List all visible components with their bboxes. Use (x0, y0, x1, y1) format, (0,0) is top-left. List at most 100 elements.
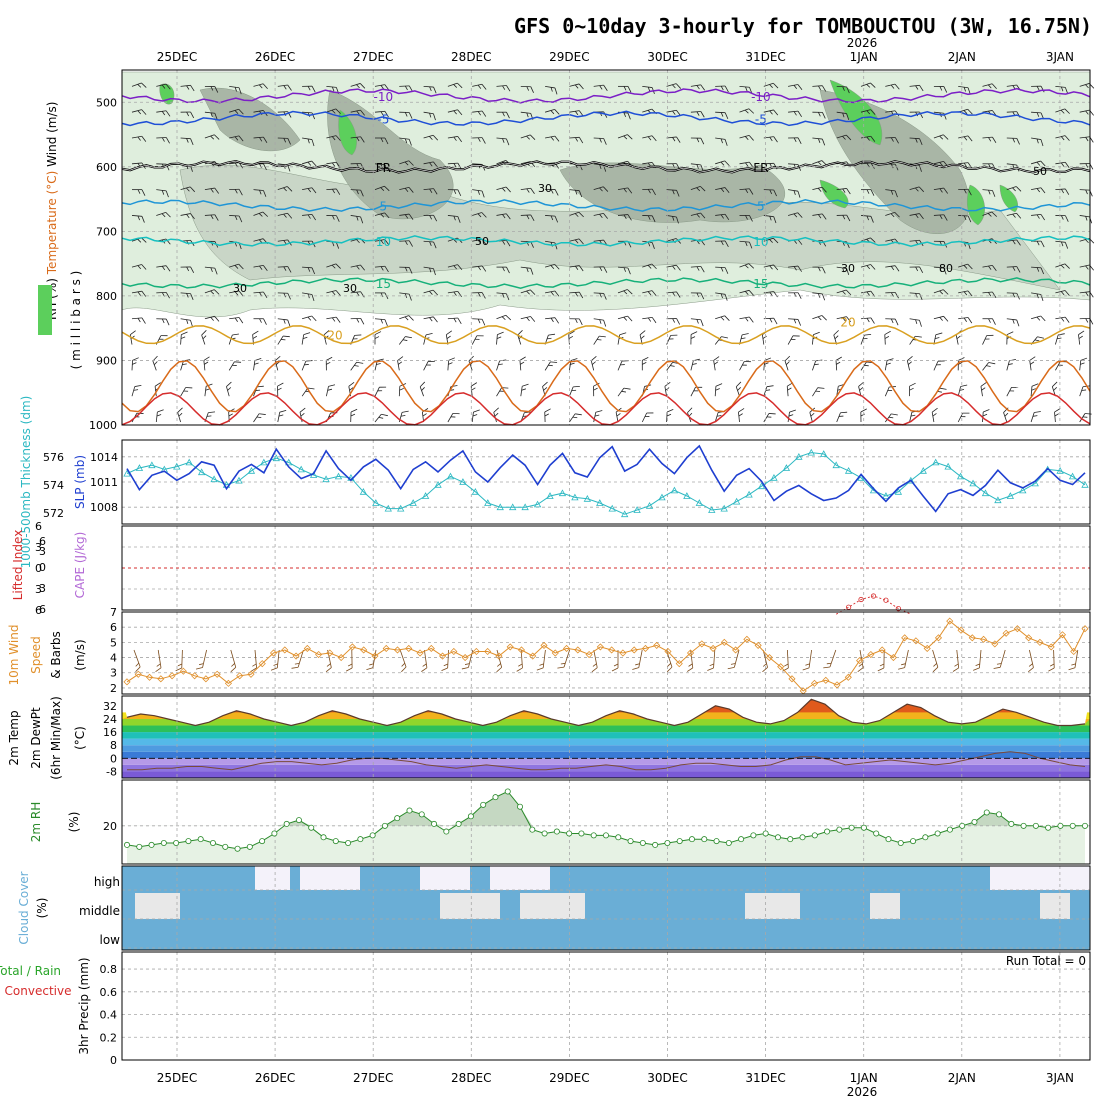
wind-speed-point (517, 646, 526, 654)
wind-barb (885, 291, 899, 299)
wind-barb (374, 84, 390, 91)
wind-barb (301, 315, 317, 322)
wind-speed-point (360, 646, 368, 654)
wind-barb (788, 318, 802, 326)
thickness-point (446, 472, 455, 480)
cloud-level-label: middle (79, 904, 120, 918)
wind-barb (787, 212, 803, 218)
rh-point (860, 824, 867, 831)
isotherm-label: 20 (327, 329, 342, 343)
wind-barb (982, 318, 996, 325)
wind-barb (253, 211, 269, 217)
wind-speed-point (619, 649, 627, 657)
wind-barb (472, 292, 486, 299)
y-axis-label: Total / Rain (0, 964, 61, 978)
lifted-index-line (835, 595, 911, 615)
cloud-mid-gap (1040, 893, 1070, 919)
wind-speed-point (303, 644, 311, 653)
wind-barb (739, 188, 754, 195)
rh-point (443, 828, 450, 835)
wind-barb (345, 649, 353, 672)
isotherm-label: 15 (753, 277, 768, 291)
wind-barb (204, 134, 220, 140)
wind-barb (1031, 187, 1046, 194)
rh-point (615, 834, 622, 841)
wind-barb (399, 111, 413, 119)
wind-barb (350, 189, 364, 197)
wind-barb (545, 189, 559, 196)
isotherm-label: 5 (380, 200, 388, 214)
rh-point (148, 841, 155, 848)
wind-barb (545, 85, 558, 95)
wind-barb (180, 84, 195, 92)
wind-barb (471, 335, 484, 345)
rh-point (774, 834, 781, 841)
wind-barb (885, 265, 900, 272)
temp-color-band (122, 751, 1090, 759)
wind-barb (788, 265, 802, 272)
wind-barb (982, 189, 996, 197)
wind-barb (641, 384, 652, 397)
wind-barb (958, 188, 972, 196)
wind-barb (933, 85, 948, 93)
wind-speed-point (292, 652, 300, 660)
wind-barb (836, 289, 852, 296)
y-tick-label: 6 (39, 603, 46, 616)
wind-speed-point (281, 646, 289, 654)
cloud-mid-gap (520, 893, 585, 919)
thickness-point (969, 479, 977, 487)
y-tick-label: 1011 (90, 476, 118, 489)
wind-barb (470, 382, 478, 397)
wind-barb (1048, 649, 1055, 672)
wind-barb (1006, 137, 1020, 145)
wind-barb (1055, 333, 1065, 345)
thickness-point (956, 472, 965, 480)
wind-barb (447, 162, 462, 170)
wind-barb (860, 135, 876, 142)
date-label: 1JAN (850, 50, 878, 64)
wind-barb (1055, 316, 1070, 323)
rh-point (345, 840, 352, 847)
rh-point (652, 841, 659, 848)
wind-speed-point (923, 644, 931, 653)
wind-barb (836, 316, 851, 323)
wind-speed-point (506, 643, 514, 651)
wind-barb (666, 83, 682, 89)
isotherm-label: 15 (376, 277, 391, 291)
wind-barb (180, 292, 194, 300)
y-tick-label: 1014 (90, 451, 118, 464)
y-tick-label: 574 (43, 479, 64, 492)
wind-barb (593, 212, 608, 219)
wind-barb (1055, 290, 1070, 296)
y-tick-label: 16 (103, 726, 117, 739)
isotherm-label: -5 (755, 112, 767, 126)
wind-barb (857, 649, 864, 673)
wind-barb (350, 136, 365, 143)
wind-barb (472, 212, 487, 218)
wind-speed-point (788, 675, 796, 683)
date-label: 3JAN (1046, 1071, 1074, 1085)
rh-point (799, 834, 806, 841)
wind-barb (204, 383, 213, 397)
thickness-point (732, 497, 741, 505)
wind-barb (326, 135, 341, 141)
thickness-point (720, 504, 728, 512)
date-label: 1JAN (850, 1071, 878, 1085)
isotherm-label: -10 (751, 90, 771, 104)
thickness-point (123, 469, 131, 477)
wind-barb (569, 413, 582, 423)
year-label-bottom: 2026 (847, 1085, 878, 1099)
rh-point (234, 845, 241, 852)
wind-barb (739, 215, 753, 222)
wind-barb (591, 649, 598, 673)
wind-barb (812, 387, 825, 397)
y-tick-label: 8 (110, 739, 117, 752)
wind-barb (958, 263, 973, 270)
wind-barb (156, 318, 170, 326)
cloud-high-gap (255, 866, 290, 890)
isotherm-line (121, 235, 1091, 247)
wind-barb (958, 215, 972, 223)
rh-contour-label: 50 (1033, 165, 1047, 178)
wind-barb (472, 318, 486, 326)
wind-barb (885, 137, 899, 144)
